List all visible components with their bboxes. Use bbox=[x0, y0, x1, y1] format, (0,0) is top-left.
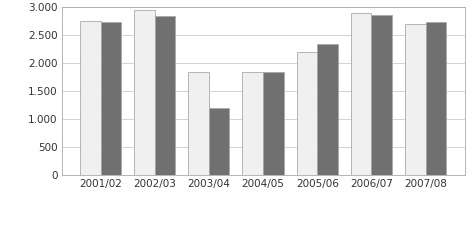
Bar bbox=[100, 22, 121, 175]
Bar bbox=[351, 13, 372, 175]
Bar bbox=[405, 24, 426, 175]
Bar bbox=[297, 52, 317, 175]
Bar bbox=[372, 15, 392, 175]
Bar bbox=[188, 71, 209, 175]
Bar bbox=[134, 10, 155, 175]
Bar bbox=[317, 44, 338, 175]
Bar bbox=[209, 108, 229, 175]
Bar bbox=[80, 21, 100, 175]
Bar bbox=[263, 72, 283, 175]
Bar bbox=[243, 71, 263, 175]
Bar bbox=[155, 16, 175, 175]
Bar bbox=[426, 22, 446, 175]
